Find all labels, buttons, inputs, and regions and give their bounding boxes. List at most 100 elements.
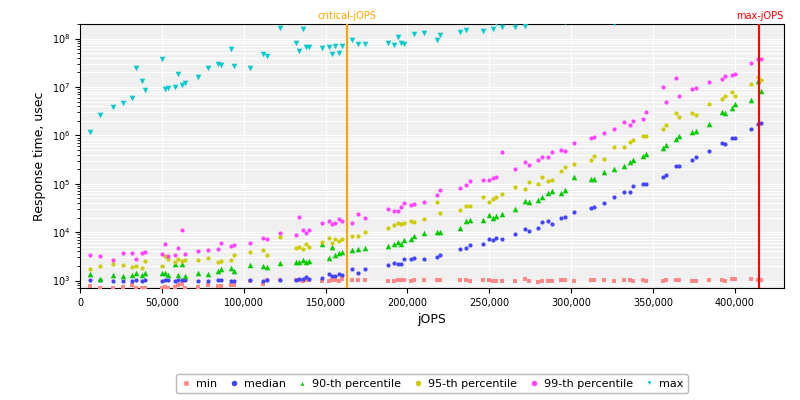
Point [542, 278, 554, 284]
Point [726, 4, 738, 10]
Point [617, 189, 630, 195]
Point [545, 188, 558, 194]
Point [332, 50, 345, 57]
Point [257, 234, 270, 241]
Point [172, 71, 185, 77]
Point [394, 241, 407, 247]
Point [660, 277, 673, 284]
Point [454, 206, 466, 213]
Point [555, 147, 568, 153]
Point [322, 235, 335, 242]
Point [274, 230, 286, 237]
Point [726, 276, 738, 283]
Point [535, 174, 548, 180]
Point [745, 80, 758, 87]
Point [754, 88, 767, 94]
Point [670, 163, 682, 169]
Point [585, 4, 598, 11]
Point [139, 249, 152, 255]
Point [172, 277, 185, 284]
Point [191, 278, 204, 284]
Point [139, 258, 152, 265]
Point [244, 240, 257, 246]
Point [136, 285, 149, 291]
Point [346, 233, 358, 240]
Point [535, 2, 548, 8]
Point [715, 96, 728, 102]
Point [358, 41, 371, 48]
Point [476, 176, 489, 183]
Point [486, 237, 499, 244]
Point [404, 256, 417, 262]
Point [522, 161, 535, 168]
Point [568, 12, 581, 19]
Point [227, 282, 240, 288]
Point [335, 272, 348, 278]
Point [358, 215, 371, 221]
Point [260, 264, 273, 270]
Point [172, 245, 185, 252]
Point [542, 18, 554, 24]
Point [558, 164, 571, 170]
Point [326, 51, 338, 58]
Point [83, 266, 96, 272]
Point [434, 277, 446, 283]
Point [169, 278, 182, 284]
Point [460, 277, 473, 284]
Point [211, 268, 224, 274]
Point [726, 105, 738, 112]
Point [754, 76, 767, 83]
Point [519, 198, 532, 204]
Point [715, 277, 728, 283]
Point [296, 278, 309, 284]
Point [260, 277, 273, 284]
Point [155, 270, 168, 276]
Point [335, 249, 348, 256]
Point [139, 86, 152, 93]
Point [407, 31, 420, 37]
Point [607, 20, 620, 26]
Point [335, 43, 348, 49]
Point [382, 243, 394, 249]
Point [299, 230, 312, 236]
Point [169, 84, 182, 90]
Point [585, 204, 598, 211]
Point [178, 250, 191, 257]
Point [637, 276, 650, 283]
Point [483, 276, 496, 283]
Point [388, 42, 401, 48]
Point [702, 101, 715, 108]
Point [139, 276, 152, 283]
Point [598, 169, 610, 175]
Point [382, 262, 394, 268]
Point [673, 276, 686, 283]
Legend: min, median, 90-th percentile, 95-th percentile, 99-th percentile, max: min, median, 90-th percentile, 95-th per… [176, 374, 688, 393]
Point [718, 93, 731, 99]
Point [490, 213, 502, 220]
Point [407, 276, 420, 283]
Point [637, 153, 650, 160]
Point [496, 236, 509, 242]
Point [545, 148, 558, 155]
Point [94, 112, 106, 118]
Point [404, 202, 417, 208]
Point [418, 229, 430, 236]
Point [130, 262, 142, 269]
Point [627, 118, 640, 125]
Point [745, 126, 758, 132]
Point [686, 128, 698, 135]
Point [316, 238, 329, 245]
Point [476, 28, 489, 34]
Point [244, 262, 257, 268]
Point [542, 218, 554, 224]
Point [178, 256, 191, 263]
Point [335, 276, 348, 283]
Point [522, 198, 535, 205]
Point [139, 270, 152, 277]
Point [496, 24, 509, 30]
Point [509, 230, 522, 237]
Point [660, 172, 673, 178]
Point [322, 44, 335, 50]
Point [496, 191, 509, 197]
Point [627, 157, 640, 164]
